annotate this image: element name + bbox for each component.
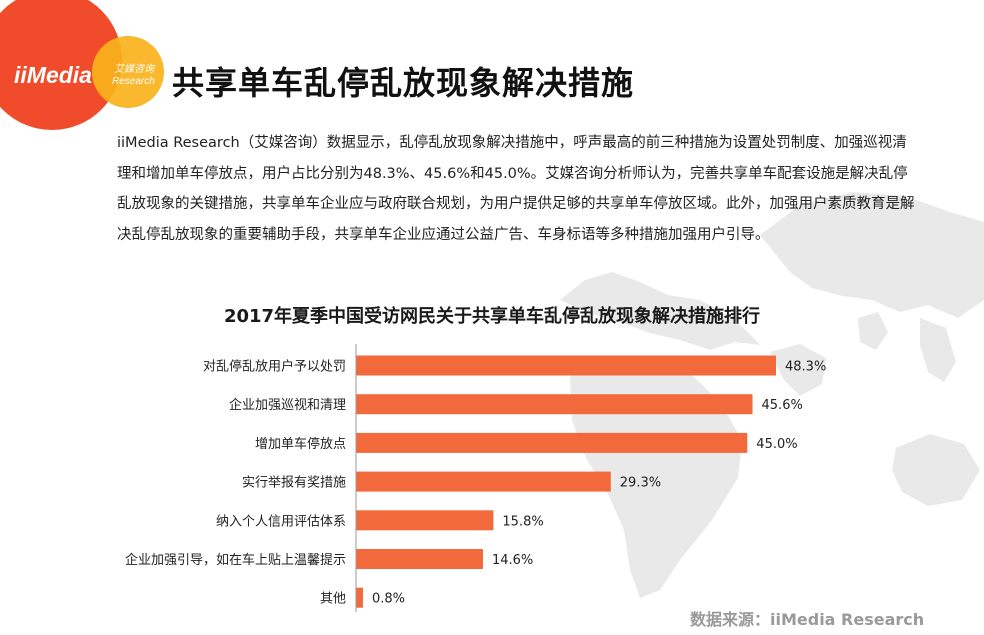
logo-brand-text: iiMedia bbox=[14, 62, 92, 88]
value-label: 15.8% bbox=[502, 514, 543, 529]
category-label: 企业加强巡视和清理 bbox=[229, 397, 346, 413]
value-label: 14.6% bbox=[492, 553, 533, 568]
category-label: 实行举报有奖措施 bbox=[242, 476, 346, 491]
chart-title: 2017年夏季中国受访网民关于共享单车乱停乱放现象解决措施排行 bbox=[223, 306, 761, 327]
bar-chart: 对乱停乱放用户予以处罚 48.3% 企业加强巡视和清理 45.6% 增加单车停放点 45.… bbox=[125, 344, 826, 612]
category-label: 企业加强引导，如在车上贴上温馨提示 bbox=[125, 552, 346, 568]
bar bbox=[356, 432, 748, 453]
logo-sub-cn-text: 艾媒咨询 bbox=[114, 63, 156, 75]
logo-sub-en-text: Research bbox=[112, 76, 155, 87]
value-label: 29.3% bbox=[620, 476, 661, 491]
bar bbox=[356, 549, 483, 569]
bar bbox=[356, 510, 494, 531]
category-label: 纳入个人信用评估体系 bbox=[216, 514, 346, 529]
source-note: 数据来源：iiMedia Research bbox=[690, 610, 925, 629]
value-label: 45.0% bbox=[756, 437, 797, 452]
value-label: 45.6% bbox=[762, 398, 803, 413]
value-label: 0.8% bbox=[372, 592, 405, 607]
category-label: 对乱停乱放用户予以处罚 bbox=[203, 359, 346, 375]
logo-yellow-circle bbox=[92, 36, 164, 108]
logo-red-circle bbox=[0, 0, 122, 130]
intro-paragraph: iiMedia Research（艾媒咨询）数据显示，乱停乱放现象解决措施中，呼… bbox=[117, 135, 915, 243]
category-label: 增加单车停放点 bbox=[255, 436, 346, 452]
category-label: 其他 bbox=[320, 592, 346, 607]
value-label: 48.3% bbox=[785, 360, 826, 375]
bar bbox=[356, 587, 363, 608]
bar bbox=[356, 355, 776, 376]
bar bbox=[356, 471, 611, 492]
iimedia-logo: iiMedia 艾媒咨询 Research bbox=[0, 0, 164, 130]
page-title: 共享单车乱停乱放现象解决措施 bbox=[172, 64, 635, 102]
bar bbox=[356, 394, 753, 415]
